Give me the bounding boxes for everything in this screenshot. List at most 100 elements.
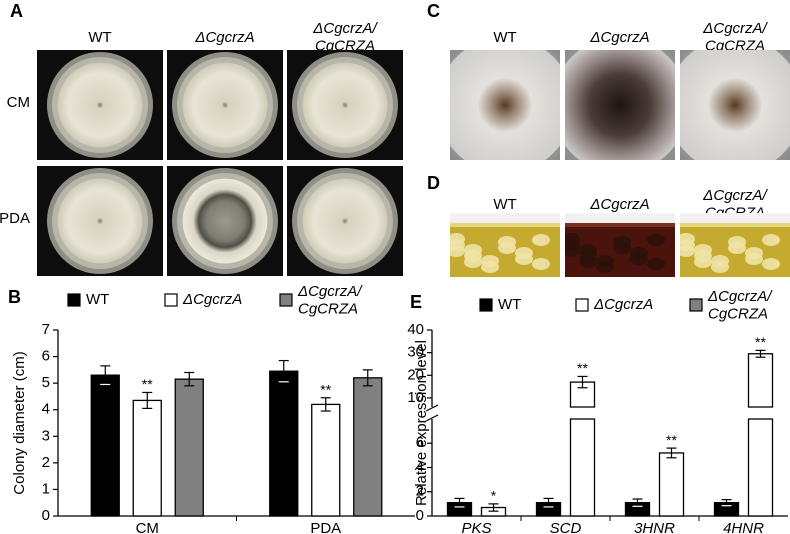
plate-photo: [287, 166, 403, 276]
significance: **: [755, 334, 766, 350]
pellet: [711, 261, 729, 273]
panel-label: E: [410, 292, 422, 312]
pellet: [762, 258, 780, 270]
significance: **: [320, 381, 331, 397]
pellet: [613, 242, 631, 254]
colony-photo: [680, 50, 790, 160]
meniscus: [680, 223, 790, 227]
y-tick-label: 4: [416, 458, 424, 475]
colony: [57, 178, 143, 264]
pellet: [532, 258, 550, 270]
x-tick-label: 3HNR: [634, 520, 675, 534]
legend-label: ΔCgcrzA/CgCRZA: [707, 288, 773, 322]
panel-label: B: [8, 287, 21, 307]
colony: [302, 178, 388, 264]
significance: **: [577, 360, 588, 376]
bar: [269, 370, 299, 517]
y-axis-label: Colony diameter (cm): [11, 351, 28, 494]
bar: [658, 452, 685, 517]
y-tick-label: 6: [42, 348, 50, 365]
plate-photo: [37, 50, 163, 160]
y-tick-label: 1: [42, 480, 50, 497]
significance: *: [491, 488, 497, 504]
y-tick-label: 2: [416, 483, 424, 500]
y-tick-label: 0: [42, 507, 50, 524]
y-tick-label: 6: [416, 434, 424, 451]
pellet: [745, 253, 763, 265]
row-label: PDA: [0, 210, 30, 227]
pellet: [694, 256, 712, 268]
y-tick-label: 20: [407, 366, 424, 383]
column-label: ΔCgcrzA: [589, 29, 649, 46]
panel-label: D: [427, 173, 440, 193]
y-tick-label: 3: [42, 427, 50, 444]
x-tick-label: CM: [136, 520, 159, 534]
bar: [90, 374, 120, 517]
plate-photo: [167, 50, 283, 160]
legend-label: ΔCgcrzA: [182, 291, 242, 308]
pellet: [532, 234, 550, 246]
y-tick-label: 10: [407, 389, 424, 406]
colony: [57, 62, 143, 148]
pellet: [596, 261, 614, 273]
pellet: [647, 258, 665, 270]
pellet: [647, 234, 665, 246]
x-tick-label: PKS: [461, 520, 491, 534]
panel-label: C: [427, 1, 440, 21]
bar: [311, 403, 341, 517]
x-tick-label: PDA: [310, 520, 341, 534]
y-tick-label: 40: [407, 321, 424, 338]
column-label: ΔCgcrzA: [589, 196, 649, 213]
y-tick-label: 0: [416, 507, 424, 524]
colony: [182, 62, 268, 148]
bar: [174, 378, 204, 517]
colony: [450, 50, 560, 160]
pellet: [450, 245, 465, 257]
colony-photo: [450, 50, 560, 160]
pellet: [464, 256, 482, 268]
flask-photo: [450, 213, 560, 277]
y-tick-label: 5: [42, 374, 50, 391]
pellet: [515, 253, 533, 265]
plate-photo: [37, 166, 163, 276]
legend-label: WT: [498, 296, 521, 313]
column-label: ΔCgcrzA: [194, 29, 254, 46]
colony: [182, 178, 268, 264]
legend-swatch: [689, 298, 703, 312]
pellet: [728, 242, 746, 254]
legend-label: ΔCgcrzA/CgCRZA: [297, 283, 363, 317]
pellet: [579, 256, 597, 268]
significance: **: [142, 376, 153, 392]
colony-photo: [565, 50, 675, 160]
colony: [565, 50, 675, 160]
meniscus: [565, 223, 675, 227]
flask-photo: [565, 213, 675, 277]
pellet: [630, 253, 648, 265]
column-label: WT: [88, 29, 111, 46]
bar: [569, 381, 596, 408]
column-label: WT: [493, 196, 516, 213]
x-tick-label: SCD: [550, 520, 582, 534]
y-tick-label: 7: [42, 321, 50, 338]
legend-swatch: [67, 293, 81, 307]
legend-swatch: [279, 293, 293, 307]
bar: [569, 418, 596, 517]
axis-break: [425, 414, 439, 422]
legend-label: WT: [86, 291, 109, 308]
column-label: WT: [493, 29, 516, 46]
flask-photo: [680, 213, 790, 277]
legend-swatch: [479, 298, 493, 312]
y-tick-label: 30: [407, 344, 424, 361]
legend-swatch: [575, 298, 589, 312]
pellet: [680, 245, 695, 257]
row-label: CM: [7, 94, 30, 111]
y-axis-label: Relative expression level: [413, 340, 430, 506]
y-tick-label: 2: [42, 454, 50, 471]
plate-photo: [287, 50, 403, 160]
panel-label: A: [10, 1, 23, 21]
axis-break: [425, 404, 439, 412]
pellet: [498, 242, 516, 254]
column-label: ΔCgcrzA/CgCRZA: [312, 20, 378, 54]
plate-photo: [167, 166, 283, 276]
bar: [747, 353, 774, 408]
